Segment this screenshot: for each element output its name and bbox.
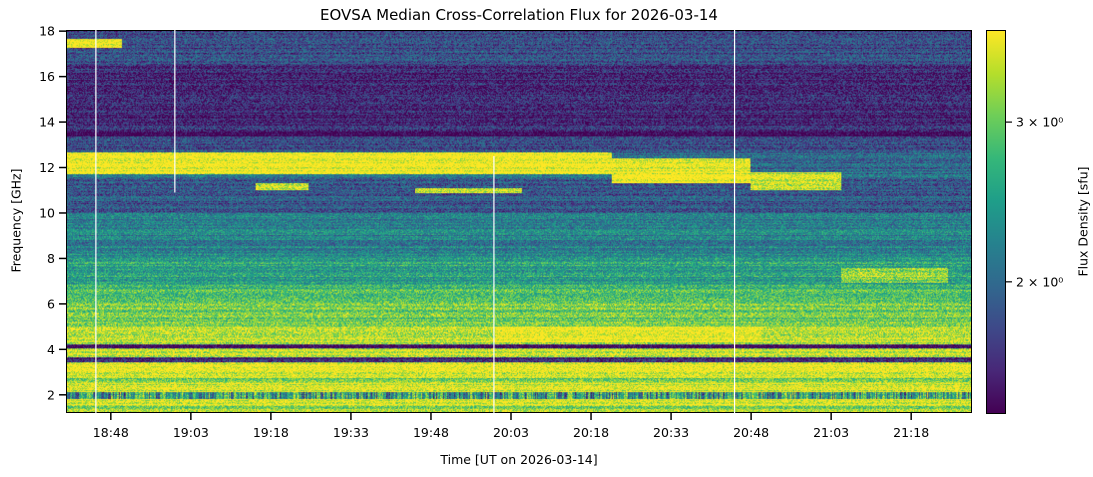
x-tick-label: 18:48 [93,425,129,440]
y-axis-label: Frequency [GHz] [8,168,24,273]
spectrogram-plot-area [66,30,972,413]
x-tick-label: 20:18 [573,425,609,440]
y-tick-label: 16 [39,69,55,84]
x-tick-label: 20:33 [653,425,689,440]
colorbar-tick-label: 2 × 10⁰ [1016,274,1063,289]
y-tick-label: 8 [47,251,55,266]
x-axis-label: Time [UT on 2026-03-14] [440,452,598,467]
y-tick-label: 6 [47,296,55,311]
y-tick-label: 12 [39,160,55,175]
x-tick-label: 21:03 [813,425,849,440]
x-tick-label: 19:18 [253,425,289,440]
x-tick-label: 19:33 [333,425,369,440]
colorbar-tick-label: 3 × 10⁰ [1016,115,1063,130]
y-tick-label: 14 [39,115,55,130]
x-tick-label: 20:48 [733,425,769,440]
chart-title: EOVSA Median Cross-Correlation Flux for … [320,6,718,24]
x-tick-label: 20:03 [493,425,529,440]
colorbar [986,30,1006,414]
x-tick-label: 19:03 [173,425,209,440]
y-tick-label: 4 [47,342,55,357]
spectrogram-heatmap [67,31,971,412]
y-tick-label: 10 [39,205,55,220]
y-tick-label: 18 [39,24,55,39]
colorbar-label: Flux Density [sfu] [1075,166,1091,277]
y-tick-label: 2 [47,387,55,402]
x-tick-label: 21:18 [893,425,929,440]
x-tick-label: 19:48 [413,425,449,440]
